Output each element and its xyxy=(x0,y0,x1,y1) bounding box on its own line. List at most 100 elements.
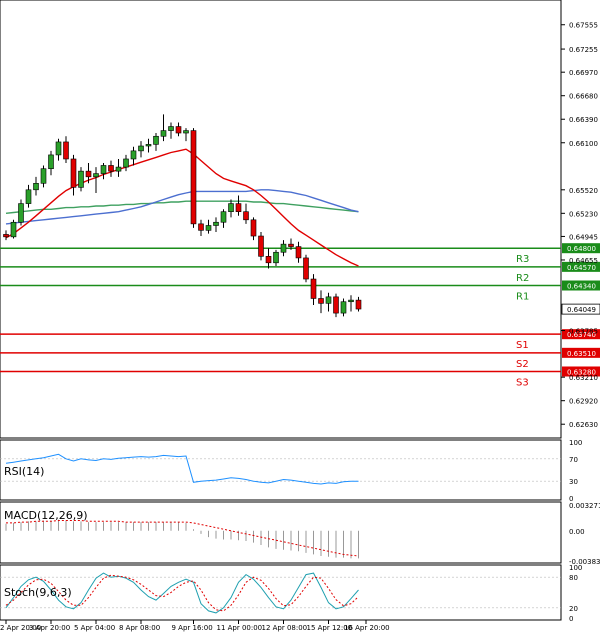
level-name-r1: R1 xyxy=(516,292,529,303)
time-tick-label: 15 Apr 12:00 xyxy=(307,624,353,632)
level-price-box xyxy=(562,261,600,272)
price-tick-label: 0.63210 xyxy=(569,374,598,382)
level-name-s2: S2 xyxy=(516,359,529,370)
candle xyxy=(63,136,69,164)
candle xyxy=(130,146,137,166)
level-name-r3: R3 xyxy=(516,254,529,265)
candle-body-up xyxy=(25,189,32,204)
candle xyxy=(183,128,189,142)
candle-body-up xyxy=(183,130,189,134)
price-tick-label: 0.66100 xyxy=(569,140,598,148)
candle-body-up xyxy=(48,154,54,170)
price-tick-label: 0.63785 xyxy=(569,328,598,336)
candle-body-up xyxy=(138,145,144,152)
candle xyxy=(10,219,17,239)
candle xyxy=(258,231,264,261)
candle xyxy=(288,238,294,250)
time-axis: 2 Apr 20:003 Apr 20:00 5 Apr 04:00 8 Apr 0… xyxy=(0,620,390,632)
level-price-box xyxy=(562,347,600,358)
candle xyxy=(273,249,279,267)
level-price-label: 0.63510 xyxy=(567,350,596,358)
candle-body-down xyxy=(190,130,197,225)
rsi-tick-label: 100 xyxy=(569,439,582,447)
level-price-box xyxy=(562,329,600,340)
candle-body-up xyxy=(100,165,107,174)
candle xyxy=(355,296,362,312)
candle-body-up xyxy=(205,225,212,231)
price-axis: 0.67555 0.67255 0.66970 0.66680 0.66390 0.661… xyxy=(561,22,598,429)
candle-body-down xyxy=(265,256,272,264)
candle xyxy=(145,138,152,153)
macd-panel: 0.003271 0.00 -0.003834 xyxy=(5,502,600,566)
candle-body-down xyxy=(310,278,317,299)
candle xyxy=(190,128,197,228)
candle-body-up xyxy=(168,126,174,131)
candle xyxy=(55,138,62,161)
level-name-s3: S3 xyxy=(516,377,529,388)
candle-body-up xyxy=(220,211,227,223)
candle-body-down xyxy=(333,296,339,314)
price-tick-label: 0.67555 xyxy=(569,22,598,30)
rsi-panel-frame xyxy=(0,439,562,501)
candle xyxy=(265,248,272,269)
pivot-levels: R3 0.64800 R2 0.64570 R1 0.64340 S1 0.63740 S2 0.… xyxy=(0,243,600,388)
macd-signal-line xyxy=(6,520,359,557)
candle xyxy=(280,240,287,257)
candle xyxy=(100,163,107,180)
macd-tick-label: -0.003834 xyxy=(569,558,600,566)
candle xyxy=(348,295,354,312)
candle-body-up xyxy=(130,150,137,160)
candles xyxy=(3,114,362,318)
candle xyxy=(205,219,212,234)
macd-panel-frame xyxy=(0,501,562,564)
candle-body-up xyxy=(348,299,354,303)
stoch-tick-label: 0 xyxy=(569,615,573,623)
candle-body-up xyxy=(280,243,287,253)
candle-body-down xyxy=(175,126,182,134)
candle-body-up xyxy=(55,141,62,156)
price-tick-label: 0.65230 xyxy=(569,210,598,218)
candle xyxy=(228,199,234,218)
candle-body-down xyxy=(355,299,362,310)
price-tick-label: 0.66970 xyxy=(569,69,598,77)
rsi-tick-label: 30 xyxy=(569,478,578,486)
time-tick-label: 3 Apr 20:00 xyxy=(29,624,70,632)
candle xyxy=(153,133,159,151)
time-tick-label: 9 Apr 16:00 xyxy=(172,624,213,632)
line-ma-slow xyxy=(5,200,359,214)
candle xyxy=(318,290,324,314)
stoch-panel-frame xyxy=(0,564,562,621)
candle-body-up xyxy=(228,203,234,212)
candle-body-down xyxy=(3,234,9,238)
candle xyxy=(243,203,249,224)
time-tick-label: 11 Apr 00:00 xyxy=(217,624,263,632)
candle-body-up xyxy=(123,158,129,168)
candle xyxy=(340,298,347,317)
price-tick-label: 0.64945 xyxy=(569,233,598,241)
candle-body-up xyxy=(145,144,152,147)
candle-body-up xyxy=(213,221,219,226)
moving-averages xyxy=(5,148,359,267)
rsi-label: RSI(14) xyxy=(4,465,44,478)
time-tick-label: 5 Apr 04:00 xyxy=(74,624,115,632)
candle xyxy=(93,167,99,194)
stoch-main-line xyxy=(5,572,359,614)
level-price-box xyxy=(562,280,600,291)
rsi-panel: 100 70 30 0 xyxy=(0,439,582,503)
rsi-tick-label: 0 xyxy=(569,495,573,503)
candle xyxy=(25,184,32,208)
candle-body-up xyxy=(160,130,167,137)
candle xyxy=(70,154,77,196)
candle xyxy=(40,165,47,188)
rsi-tick-label: 70 xyxy=(569,456,578,464)
time-tick-label: 2 Apr 20:00 xyxy=(0,624,41,632)
stoch-label: Stoch(9,6,3) xyxy=(4,586,72,599)
candle xyxy=(48,150,54,176)
candle-body-down xyxy=(243,211,249,221)
candle-body-down xyxy=(63,141,69,160)
candle-body-down xyxy=(108,165,114,172)
level-price-label: 0.63740 xyxy=(567,331,596,339)
level-name-r2: R2 xyxy=(516,273,529,284)
current-price-label: 0.64049 xyxy=(567,306,596,314)
